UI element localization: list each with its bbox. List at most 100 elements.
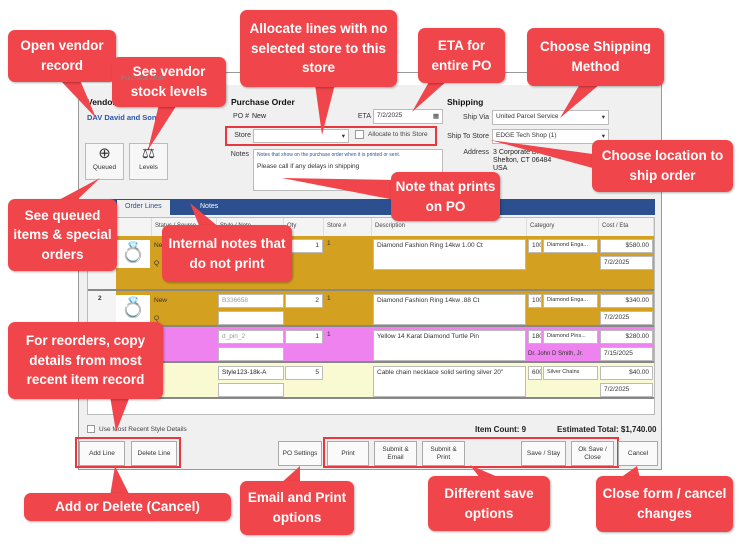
- ok-save-close-button[interactable]: Ok Save / Close: [571, 441, 614, 466]
- add-line-button[interactable]: Add Line: [79, 441, 125, 466]
- ship-to-select[interactable]: EDGE Tech Shop (1) ▾: [492, 129, 609, 144]
- tab-notes[interactable]: Notes: [200, 203, 219, 210]
- style-input[interactable]: Style123-18k-A: [218, 366, 284, 380]
- eta-input[interactable]: 7/2/2025: [600, 311, 653, 325]
- category-select[interactable]: Silver Chains: [543, 366, 598, 380]
- category-select[interactable]: Diamond Pins...: [543, 330, 598, 344]
- callout-close-form: Close form / cancel changes: [596, 476, 733, 532]
- ship-via-value: United Parcel Service: [496, 113, 559, 120]
- row-customer: Dr. John D Smith, Jr.: [528, 351, 584, 357]
- description-input-value: Yellow 14 Karat Diamond Turtle Pin: [377, 333, 480, 340]
- eta-date-input[interactable]: 7/2/2025 ▦: [373, 109, 443, 124]
- callout-tail: [60, 80, 96, 118]
- notes-hint: Notes that show on the purchase order wh…: [257, 152, 401, 158]
- calendar-icon[interactable]: ▦: [432, 113, 439, 120]
- qty-input[interactable]: 5: [285, 366, 323, 380]
- delete-line-button[interactable]: Delete Line: [131, 441, 177, 466]
- note-input[interactable]: [218, 383, 284, 397]
- table-row[interactable]: d_pin_2 1 1 Yellow 14 Karat Diamond Turt…: [88, 327, 654, 363]
- qty-input[interactable]: 2: [285, 294, 323, 308]
- eta-input[interactable]: 7/15/2025: [600, 347, 653, 361]
- callout-tail: [560, 84, 600, 118]
- callout-stock-levels: See vendor stock levels: [112, 57, 226, 107]
- ship-via-select[interactable]: United Parcel Service ▾: [492, 110, 609, 125]
- category-select-value: Silver Chains: [547, 369, 580, 375]
- notes-label: Notes: [230, 151, 249, 158]
- callout-ship-location: Choose location to ship order: [592, 140, 733, 192]
- allocate-checkbox[interactable]: [355, 130, 364, 139]
- callout-open-vendor: Open vendor record: [8, 30, 116, 82]
- eta-input[interactable]: 7/2/2025: [600, 256, 653, 270]
- column-header-store[interactable]: Store #: [324, 218, 372, 236]
- description-input[interactable]: Cable chain necklace solid serling silve…: [373, 366, 526, 397]
- submit-email-button[interactable]: Submit & Email: [374, 441, 417, 466]
- levels-button[interactable]: ⚖ Levels: [129, 143, 168, 180]
- table-row[interactable]: Style123-18k-A 5 Cable chain necklace so…: [88, 363, 654, 399]
- vendor-link[interactable]: DAV David and Sons: [87, 113, 161, 122]
- po-settings-button[interactable]: PO Settings: [278, 441, 322, 466]
- row-status: New: [154, 297, 168, 304]
- category-code[interactable]: 600: [528, 366, 542, 380]
- column-header-cost[interactable]: Cost / Eta: [599, 218, 654, 236]
- category-select[interactable]: Diamond Enga...: [543, 239, 598, 253]
- row-source: Q: [154, 315, 160, 322]
- store-select[interactable]: ▾: [253, 129, 349, 143]
- submit-print-button[interactable]: Submit & Print: [422, 441, 465, 466]
- category-code[interactable]: 180: [528, 330, 542, 344]
- callout-tail: [280, 466, 300, 484]
- row-store: 1: [327, 331, 331, 338]
- row-store: 1: [327, 295, 331, 302]
- print-button[interactable]: Print: [327, 441, 369, 466]
- cost-input[interactable]: $40.00: [600, 366, 653, 380]
- eta-input-value: 7/15/2025: [604, 350, 633, 357]
- use-recent-checkbox[interactable]: [87, 425, 95, 433]
- callout-tail: [470, 465, 500, 478]
- callout-reorders: For reorders, copy details from most rec…: [8, 322, 163, 399]
- cancel-button[interactable]: Cancel: [618, 441, 658, 466]
- column-header-description[interactable]: Description: [372, 218, 527, 236]
- column-header-category[interactable]: Category: [527, 218, 599, 236]
- save-stay-button[interactable]: Save / Stay: [521, 441, 566, 466]
- qty-input-value: 2: [315, 297, 319, 304]
- cost-input[interactable]: $340.00: [600, 294, 653, 308]
- dropdown-arrow-icon: ▾: [601, 133, 605, 140]
- qty-input[interactable]: 1: [285, 330, 323, 344]
- description-input[interactable]: Diamond Fashion Ring 14kw 1.00 Ct: [373, 239, 526, 270]
- category-select-value: Diamond Enga...: [547, 297, 588, 303]
- dropdown-arrow-icon: ▾: [341, 133, 345, 140]
- item-count: Item Count: 9: [475, 425, 526, 434]
- ring-image: 💍: [116, 295, 150, 323]
- category-code[interactable]: 100: [528, 294, 542, 308]
- description-input[interactable]: Diamond Fashion Ring 14kw .88 Ct: [373, 294, 526, 325]
- address-line: Shelton, CT 06484: [493, 157, 552, 164]
- row-number: 2: [98, 295, 102, 302]
- style-input[interactable]: d_pin_2: [218, 330, 284, 344]
- eta-input[interactable]: 7/2/2025: [600, 383, 653, 397]
- callout-allocate: Allocate lines with no selected store to…: [240, 10, 397, 87]
- tray-plus-icon: ⊕: [98, 145, 111, 162]
- vendor-heading: Vendor: [87, 97, 116, 107]
- style-input-value: Style123-18k-A: [222, 369, 267, 376]
- callout-tail: [148, 100, 180, 150]
- note-input[interactable]: [218, 347, 284, 361]
- callout-email-print: Email and Print options: [240, 481, 354, 535]
- cost-input[interactable]: $580.00: [600, 239, 653, 253]
- cost-input[interactable]: $280.00: [600, 330, 653, 344]
- category-code[interactable]: 100: [528, 239, 542, 253]
- allocate-label: Allocate to this Store: [368, 131, 428, 138]
- style-input[interactable]: B336658: [218, 294, 284, 308]
- description-input[interactable]: Yellow 14 Karat Diamond Turtle Pin: [373, 330, 526, 361]
- category-select[interactable]: Diamond Enga...: [543, 294, 598, 308]
- row-header[interactable]: [88, 291, 116, 325]
- queued-button[interactable]: ⊕ Queued: [85, 143, 124, 180]
- column-header-qty[interactable]: Qty: [284, 218, 324, 236]
- callout-add-delete: Add or Delete (Cancel): [24, 493, 231, 521]
- queued-label: Queued: [92, 164, 117, 171]
- callout-tail: [110, 396, 130, 432]
- callout-eta: ETA for entire PO: [418, 28, 505, 83]
- table-row[interactable]: 2 💍 New Q B336658 2 1 Diamond Fashion Ri…: [88, 291, 654, 327]
- cost-input-value: $40.00: [629, 369, 649, 376]
- tab-order-lines[interactable]: Order Lines: [117, 200, 170, 215]
- note-input[interactable]: [218, 311, 284, 325]
